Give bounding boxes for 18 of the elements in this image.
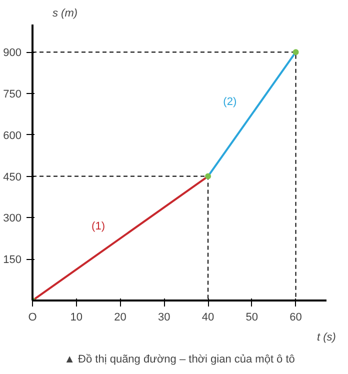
y-tick-label: 300 — [3, 212, 22, 225]
y-tick-label: 750 — [3, 88, 22, 100]
x-tick-label: 20 — [114, 312, 126, 324]
x-tick-label: 50 — [246, 312, 258, 324]
x-tick-label: 60 — [290, 312, 302, 324]
x-tick-label: 40 — [202, 312, 214, 324]
x-axis-title: t (s) — [317, 332, 336, 344]
x-tick-label: O — [28, 312, 38, 324]
y-tick-label: 450 — [3, 171, 22, 184]
y-axis-title: s (m) — [52, 8, 78, 20]
y-tick-label: 600 — [3, 130, 22, 142]
x-tick-label: 10 — [70, 312, 83, 324]
series-label: (1) — [92, 220, 105, 232]
y-tick-label: 900 — [3, 47, 22, 60]
series-label: (2) — [223, 96, 237, 108]
y-tick-label: 150 — [3, 254, 22, 266]
text: ▲ Đồ thị quãng đường – thời gian của một ô tô — [64, 354, 295, 366]
x-tick-label: 30 — [158, 312, 170, 324]
